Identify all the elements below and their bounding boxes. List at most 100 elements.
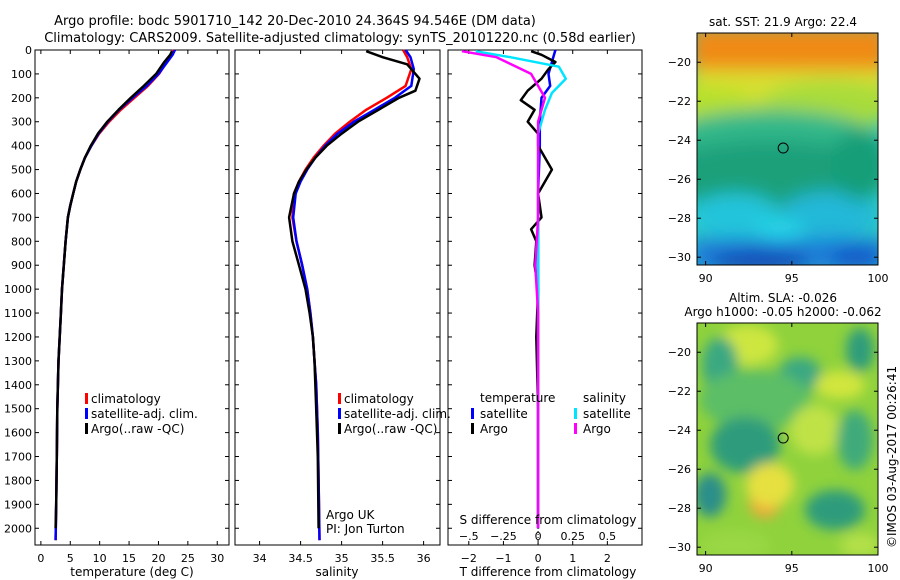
depth-tick-label: 0: [25, 44, 32, 57]
series-line-salinity-argo: [461, 49, 547, 529]
temperature-panel: 0100200300400500600700800900100011001200…: [4, 44, 230, 579]
sst-map-frame: [696, 32, 879, 266]
series-line-argo-raw-qc-: [54, 50, 174, 529]
depth-tick-label: 700: [11, 211, 32, 224]
legend-swatch-temp-argo: [471, 423, 474, 434]
difference-series: [461, 49, 568, 529]
x-tick-label: 30: [210, 552, 224, 565]
x-tick-label: −1: [495, 552, 511, 565]
legend-swatch-satellite-adj: [85, 408, 88, 419]
difference-legend: temperature salinity satellite Argo sate…: [471, 391, 631, 436]
x-tick-label: 5: [67, 552, 74, 565]
depth-tick-label: 1400: [4, 379, 32, 392]
latitude-tick-label: −30: [668, 541, 691, 554]
salinity-x-axis: 34 34.5 35 35.5 36: [253, 50, 431, 565]
annotation-pi: PI: Jon Turton: [326, 522, 405, 536]
legend-header-salinity: salinity: [583, 391, 626, 405]
longitude-tick-label: 100: [868, 272, 889, 285]
s-diff-tick-label: −.5: [459, 530, 479, 543]
legend-swatch-satellite-adj: [338, 408, 341, 419]
x-tick-label: 36: [417, 552, 431, 565]
depth-tick-label: 1800: [4, 474, 32, 487]
difference-xlabel: T difference from climatology: [459, 565, 637, 579]
sla-map-latitude-axis: −20 −22 −24 −26 −28 −30: [668, 346, 878, 554]
temperature-series: [54, 49, 177, 541]
depth-tick-label: 1300: [4, 355, 32, 368]
salinity-depth-ticks: [235, 49, 440, 529]
longitude-tick-label: 90: [699, 272, 713, 285]
legend-label-climatology: climatology: [344, 392, 414, 406]
legend-header-temperature: temperature: [480, 391, 555, 405]
depth-tick-label: 1900: [4, 498, 32, 511]
temperature-legend: climatology satellite-adj. clim. Argo(..…: [85, 392, 198, 436]
latitude-tick-label: −24: [668, 134, 691, 147]
legend-label-climatology: climatology: [91, 392, 161, 406]
legend-label-satellite-adj: satellite-adj. clim.: [344, 407, 451, 421]
difference-panel: −2 −1 0 1 2 S difference from climatology −.…: [447, 49, 643, 579]
sla-map-longitude-axis: 90 95 100: [699, 323, 889, 575]
latitude-tick-label: −26: [668, 173, 691, 186]
latitude-tick-label: −30: [668, 251, 691, 264]
salinity-legend: climatology satellite-adj. clim. Argo(..…: [338, 392, 451, 436]
latitude-tick-label: −20: [668, 346, 691, 359]
imos-stamp: ©IMOS 03-Aug-2017 00:26:41: [885, 366, 899, 548]
temperature-xlabel: temperature (deg C): [70, 565, 193, 579]
depth-axis: 0 100 200 300 400 500 600 700 800 900 1000 1100 1200…: [4, 44, 229, 535]
depth-tick-label: 1600: [4, 427, 32, 440]
sst-map-latitude-axis: −20 −22 −24 −26 −28 −30: [668, 56, 878, 264]
x-tick-label: 34.5: [288, 552, 313, 565]
longitude-tick-label: 95: [785, 562, 799, 575]
depth-tick-label: 100: [11, 68, 32, 81]
annotation-argo-uk: Argo UK: [326, 508, 375, 522]
sla-map-title-line2: Argo h1000: -0.05 h2000: -0.062: [684, 305, 881, 319]
series-line-salinity-satellite: [475, 49, 568, 529]
salinity-axes-frame: [234, 49, 441, 546]
legend-swatch-argo: [338, 423, 341, 434]
sla-map-panel: Altim. SLA: -0.026 Argo h1000: -0.05 h20…: [668, 291, 889, 575]
argo-location-marker: [777, 142, 789, 154]
s-diff-tick-label: −.25: [490, 530, 517, 543]
salinity-panel: 34 34.5 35 35.5 36 salinity climatology sate…: [234, 49, 451, 579]
depth-tick-label: 2000: [4, 522, 32, 535]
temperature-axes-frame: [34, 49, 230, 546]
legend-label-temp-argo: Argo: [480, 422, 508, 436]
x-tick-label: 1: [569, 552, 576, 565]
difference-x-axis: −2 −1 0 1 2: [461, 50, 611, 565]
x-tick-label: 10: [93, 552, 107, 565]
longitude-tick-label: 95: [785, 272, 799, 285]
salinity-series: [287, 49, 421, 541]
latitude-tick-label: −24: [668, 424, 691, 437]
latitude-tick-label: −28: [668, 212, 691, 225]
latitude-tick-label: −28: [668, 502, 691, 515]
depth-tick-label: 300: [11, 116, 32, 129]
salinity-difference-ticks: −.5 −.25 0 0.25 0.5: [459, 530, 616, 543]
x-tick-label: 0: [535, 552, 542, 565]
depth-tick-label: 1500: [4, 403, 32, 416]
x-tick-label: 0: [37, 552, 44, 565]
depth-tick-label: 1000: [4, 283, 32, 296]
legend-swatch-climatology: [85, 393, 88, 404]
x-tick-label: 2: [604, 552, 611, 565]
difference-axes-frame: [447, 49, 643, 546]
x-tick-label: 20: [151, 552, 165, 565]
salinity-xlabel: salinity: [315, 565, 358, 579]
sst-map-panel: sat. SST: 21.9 Argo: 22.4 −20−22−24−26−2…: [668, 15, 889, 285]
argo-location-marker: [777, 432, 789, 444]
legend-label-argo: Argo(..raw -QC): [91, 422, 184, 436]
series-line-satellite-adj-clim-: [54, 49, 177, 541]
sst-heatmap: [697, 33, 878, 265]
legend-swatch-climatology: [338, 393, 341, 404]
legend-swatch-argo: [85, 423, 88, 434]
legend-swatch-temp-satellite: [471, 408, 474, 419]
x-tick-label: 15: [122, 552, 136, 565]
sst-map-title: sat. SST: 21.9 Argo: 22.4: [709, 15, 857, 29]
legend-label-temp-satellite: satellite: [480, 407, 528, 421]
sla-heatmap: [697, 323, 878, 555]
x-tick-label: −2: [461, 552, 477, 565]
sla-map-frame: [696, 322, 879, 556]
legend-label-argo: Argo(..raw -QC): [344, 422, 437, 436]
longitude-tick-label: 100: [868, 562, 889, 575]
figure-title-line2: Climatology: CARS2009. Satellite-adjuste…: [44, 31, 636, 46]
difference-depth-ticks: [448, 49, 642, 529]
